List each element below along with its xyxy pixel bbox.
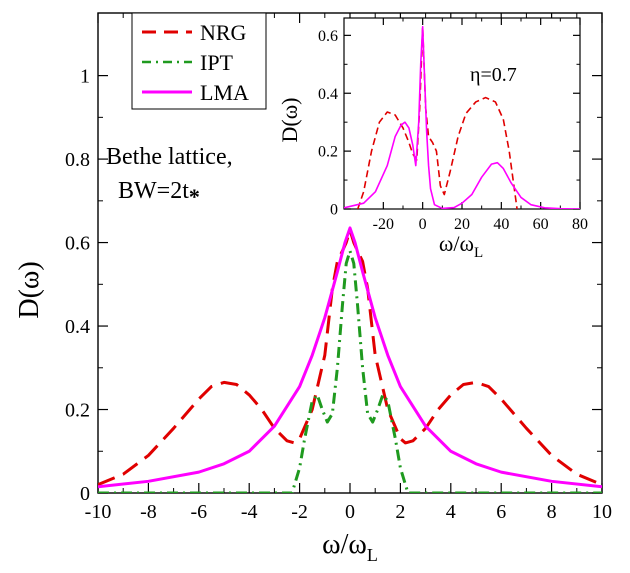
inset-ytick-label: 0.2: [318, 144, 338, 161]
lattice-annotation-line2: BW=2t*: [118, 178, 200, 209]
main-xtick-label: 0: [345, 501, 355, 523]
main-xtick-label: -4: [241, 501, 258, 523]
main-series-nrg-line: [98, 228, 602, 487]
main-ytick-label: 0.6: [65, 233, 90, 255]
main-xtick-label: 10: [592, 501, 612, 523]
inset-xtick-label: 80: [572, 216, 588, 233]
main-xtick-label: -2: [291, 501, 308, 523]
main-y-axis-label: D(ω): [14, 261, 45, 318]
inset-xtick-label: 40: [493, 216, 509, 233]
inset-series-lma-line: [344, 25, 580, 209]
main-xtick-label: -10: [85, 501, 112, 523]
inset-x-axis-label-sub: L: [474, 245, 483, 261]
main-xtick-label: -6: [190, 501, 207, 523]
main-x-axis-label-base: ω/ω: [322, 529, 367, 560]
lattice-annotation-sub: *: [189, 184, 200, 209]
main-x-axis-label-sub: L: [367, 545, 378, 565]
inset-y-axis-label: D(ω): [277, 97, 302, 142]
main-xtick-label: 6: [496, 501, 506, 523]
inset-x-axis-label: ω/ωL: [439, 231, 483, 261]
main-ytick-label: 0: [80, 483, 90, 505]
inset-xtick-label: -20: [373, 216, 394, 233]
inset-ytick-label: 0: [330, 202, 338, 219]
inset-x-axis-label-base: ω/ω: [439, 231, 474, 256]
main-xtick-label: 8: [547, 501, 557, 523]
inset-eta-annotation: η=0.7: [470, 64, 517, 86]
inset-ytick-label: 0.4: [318, 86, 338, 103]
main-xtick-label: 2: [395, 501, 405, 523]
inset-plot-frame: [343, 17, 581, 210]
main-ytick-label: 1: [80, 66, 90, 88]
main-ytick-label: 0.4: [65, 316, 90, 338]
inset-ticks: [344, 18, 581, 210]
lattice-annotation-bw: BW=2t: [118, 178, 189, 204]
inset-xtick-label: 20: [454, 216, 470, 233]
inset-xtick-label: 0: [419, 216, 427, 233]
main-ytick-label: 0.8: [65, 149, 90, 171]
main-ytick-label: 0.2: [65, 400, 90, 422]
main-x-axis-label: ω/ωL: [322, 529, 378, 565]
legend-label-nrg: NRG: [200, 20, 247, 45]
lattice-annotation-line1: Bethe lattice,: [106, 144, 233, 170]
inset-plot: -20 0 20 40 60 80 0 0.2 0.4 0.6 η=0.7 D(ω) ω/ωL: [277, 17, 588, 261]
main-series-lma-line: [98, 226, 602, 489]
legend-label-ipt: IPT: [200, 50, 234, 75]
legend: NRG IPT LMA: [131, 12, 267, 110]
inset-xtick-label: 60: [533, 216, 549, 233]
main-xtick-label: -8: [140, 501, 157, 523]
legend-label-lma: LMA: [200, 80, 249, 105]
inset-series-nrg-line: [357, 25, 518, 209]
inset-tick-labels: -20 0 20 40 60 80 0 0.2 0.4 0.6: [318, 28, 588, 233]
main-xtick-label: 4: [446, 501, 456, 523]
inset-ytick-label: 0.6: [318, 28, 338, 45]
inset-series: [344, 25, 580, 209]
main-series: [98, 226, 602, 493]
